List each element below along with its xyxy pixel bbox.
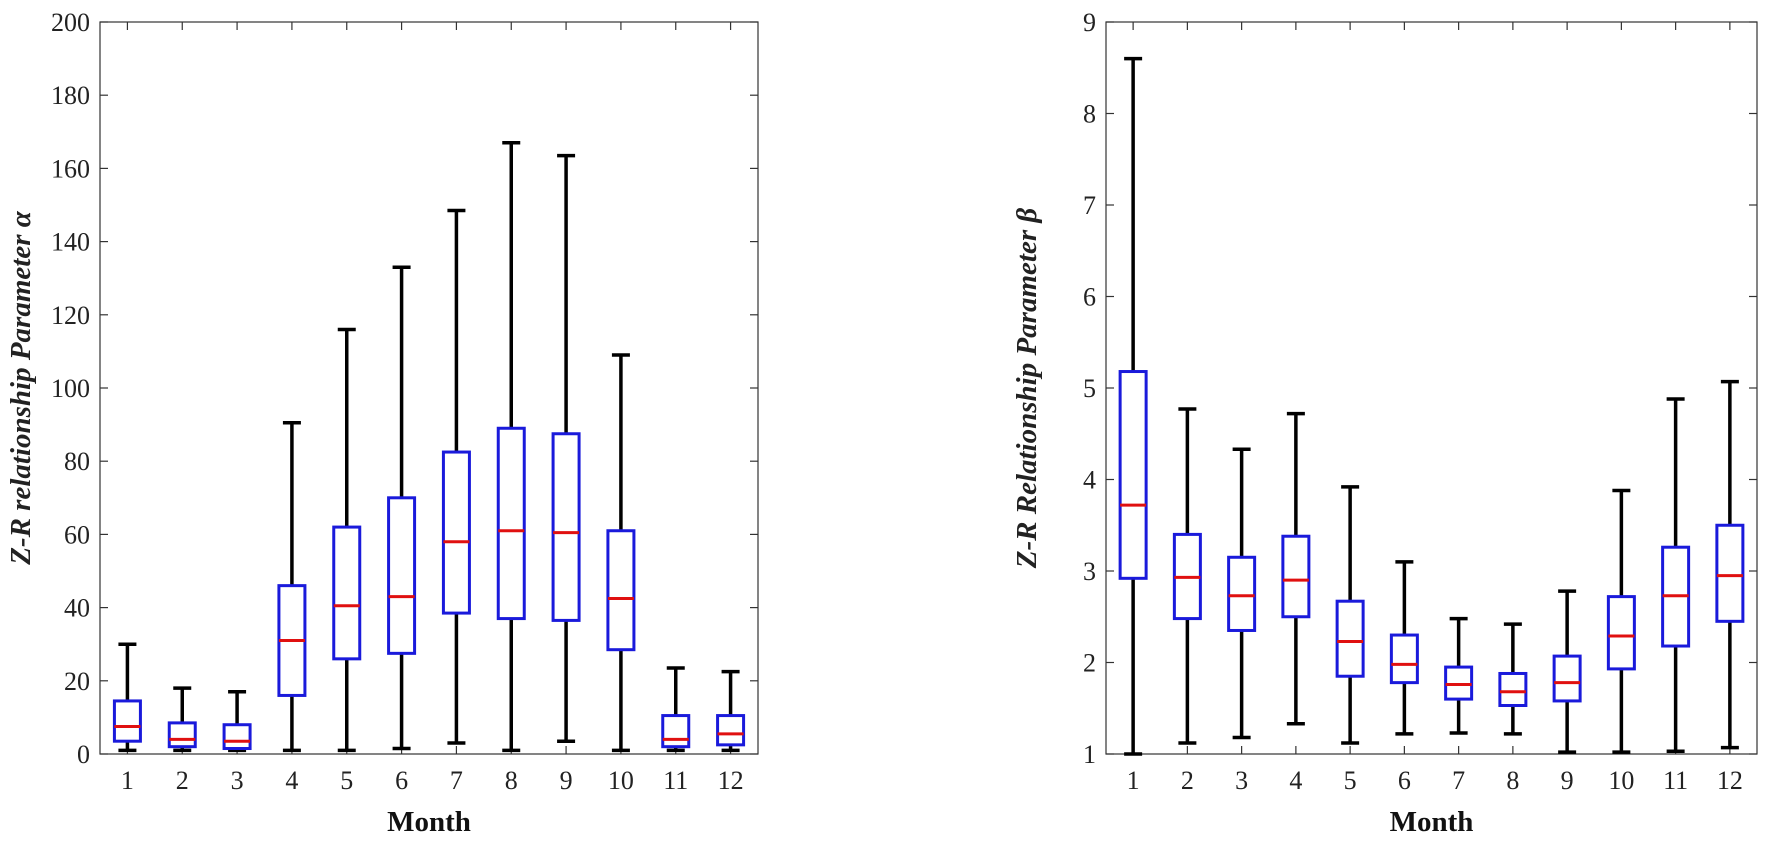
iqr-box bbox=[1715, 523, 1745, 623]
iqr-box bbox=[606, 529, 636, 652]
x-tick-label: 12 bbox=[1717, 766, 1743, 795]
plot-frame bbox=[1105, 21, 1758, 755]
iqr-box bbox=[1281, 534, 1311, 619]
iqr-box bbox=[332, 525, 362, 661]
y-tick-label: 80 bbox=[64, 447, 90, 476]
iqr-box bbox=[1606, 595, 1636, 671]
x-tick-label: 4 bbox=[285, 766, 298, 795]
x-tick-label: 6 bbox=[395, 766, 408, 795]
y-tick-label: 120 bbox=[51, 301, 90, 330]
iqr-box bbox=[551, 432, 581, 622]
y-tick-label: 8 bbox=[1083, 100, 1096, 129]
y-tick-label: 200 bbox=[51, 8, 90, 37]
x-tick-label: 2 bbox=[1181, 766, 1194, 795]
x-tick-label: 7 bbox=[1452, 766, 1465, 795]
iqr-box bbox=[1389, 633, 1419, 685]
x-tick-label: 3 bbox=[1235, 766, 1248, 795]
y-tick-label: 9 bbox=[1083, 8, 1096, 37]
x-tick-label: 10 bbox=[608, 766, 634, 795]
y-tick-label: 7 bbox=[1083, 191, 1096, 220]
x-axis-label: Month bbox=[1390, 806, 1474, 838]
y-tick-label: 140 bbox=[51, 228, 90, 257]
y-tick-label: 3 bbox=[1083, 557, 1096, 586]
x-tick-label: 1 bbox=[121, 766, 134, 795]
y-tick-label: 40 bbox=[64, 594, 90, 623]
x-tick-label: 11 bbox=[1663, 766, 1688, 795]
y-tick-label: 160 bbox=[51, 154, 90, 183]
x-tick-label: 12 bbox=[718, 766, 744, 795]
x-tick-label: 5 bbox=[1344, 766, 1357, 795]
iqr-box bbox=[716, 714, 746, 747]
x-tick-label: 6 bbox=[1398, 766, 1411, 795]
iqr-box bbox=[167, 721, 197, 749]
x-tick-label: 8 bbox=[1506, 766, 1519, 795]
iqr-box bbox=[1335, 599, 1365, 678]
iqr-box bbox=[496, 426, 526, 621]
y-tick-label: 180 bbox=[51, 81, 90, 110]
y-tick-label: 60 bbox=[64, 520, 90, 549]
y-axis-label: Z-R Relationship Parameter β bbox=[1011, 208, 1043, 570]
y-tick-label: 100 bbox=[51, 374, 90, 403]
y-tick-label: 5 bbox=[1083, 374, 1096, 403]
y-tick-label: 1 bbox=[1083, 740, 1096, 769]
x-tick-label: 7 bbox=[450, 766, 463, 795]
x-tick-label: 9 bbox=[560, 766, 573, 795]
y-tick-label: 6 bbox=[1083, 283, 1096, 312]
x-axis-label: Month bbox=[387, 806, 471, 838]
y-tick-label: 20 bbox=[64, 667, 90, 696]
iqr-box bbox=[112, 699, 142, 743]
iqr-box bbox=[1498, 671, 1528, 708]
x-tick-label: 10 bbox=[1608, 766, 1634, 795]
iqr-box bbox=[1227, 555, 1257, 632]
iqr-box bbox=[661, 714, 691, 749]
x-tick-label: 9 bbox=[1561, 766, 1574, 795]
x-tick-label: 2 bbox=[176, 766, 189, 795]
iqr-box bbox=[441, 450, 471, 615]
x-tick-label: 4 bbox=[1289, 766, 1302, 795]
y-axis-label: Z-R relationship Parameter α bbox=[5, 210, 37, 566]
x-tick-label: 3 bbox=[231, 766, 244, 795]
x-tick-label: 11 bbox=[663, 766, 688, 795]
plot-frame bbox=[99, 21, 759, 755]
y-tick-label: 4 bbox=[1083, 466, 1096, 495]
iqr-box bbox=[387, 496, 417, 655]
iqr-box bbox=[1118, 370, 1148, 580]
x-tick-label: 5 bbox=[340, 766, 353, 795]
x-tick-label: 8 bbox=[505, 766, 518, 795]
y-tick-label: 2 bbox=[1083, 649, 1096, 678]
y-tick-label: 0 bbox=[77, 740, 90, 769]
iqr-box bbox=[222, 723, 252, 751]
x-tick-label: 1 bbox=[1127, 766, 1140, 795]
iqr-box bbox=[1552, 654, 1582, 703]
